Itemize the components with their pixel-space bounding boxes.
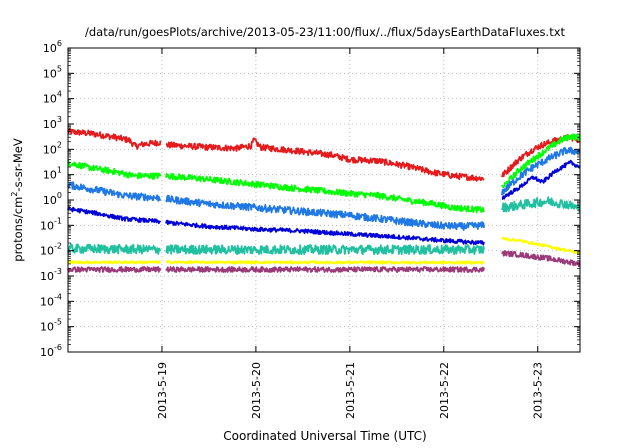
series-line: [501, 159, 581, 200]
x-tick-label: 2013-5-21: [344, 362, 357, 419]
x-tick-label: 2013-5-20: [250, 362, 263, 419]
series-line: [501, 196, 581, 214]
series-line: [165, 219, 485, 246]
y-tick-label: 10-3: [40, 267, 62, 283]
y-tick-label: 10-5: [40, 318, 62, 334]
series-line: [165, 244, 485, 256]
y-axis-label-superscript: 2: [10, 192, 19, 197]
y-tick-label: 10-6: [40, 343, 62, 359]
x-tick-label: 2013-5-23: [532, 362, 545, 419]
series-line: [165, 260, 485, 265]
y-tick-label: 104: [43, 90, 62, 106]
y-tick-label: 101: [43, 166, 62, 182]
series-line: [501, 133, 581, 189]
series-line: [67, 206, 162, 225]
x-tick-label: 2013-5-22: [438, 362, 451, 419]
y-tick-label: 100: [43, 191, 62, 207]
y-tick-label: 10-2: [40, 242, 62, 258]
series-line: [67, 260, 162, 265]
y-axis-ticks: 10-6 10-5 10-4 10-3 10-2 10-1 100 101 102 103 104 1…: [40, 39, 580, 359]
series-line: [501, 146, 581, 196]
y-axis-label: protons/cm2-s-sr-MeV: [10, 138, 25, 262]
y-axis-label-prefix: protons/cm: [11, 197, 25, 262]
series-line: [165, 266, 485, 273]
x-tick-label: 2013-5-19: [156, 362, 169, 419]
series-line: [67, 266, 162, 273]
y-axis-label-suffix: -s-sr-MeV: [11, 138, 25, 191]
x-axis-label: Coordinated Universal Time (UTC): [223, 429, 426, 443]
y-tick-label: 10-1: [40, 216, 62, 232]
chart-title: /data/run/goesPlots/archive/2013-05-23/1…: [85, 25, 566, 39]
y-tick-label: 106: [43, 39, 62, 55]
y-tick-label: 105: [43, 64, 62, 80]
y-tick-label: 102: [43, 140, 62, 156]
series-line: [67, 159, 162, 180]
data-series: [67, 127, 581, 273]
series-line: [67, 243, 162, 255]
series-line: [165, 137, 485, 182]
series-line: [67, 127, 162, 150]
y-tick-label: 103: [43, 115, 62, 131]
series-line: [501, 236, 581, 255]
series-line: [501, 250, 581, 268]
series-line: [165, 172, 485, 214]
x-axis-ticks: 2013-5-19 2013-5-20 2013-5-21 2013-5-22 2013…: [156, 48, 545, 419]
series-line: [67, 181, 162, 202]
y-tick-label: 10-4: [40, 292, 62, 308]
series-line: [165, 194, 485, 231]
